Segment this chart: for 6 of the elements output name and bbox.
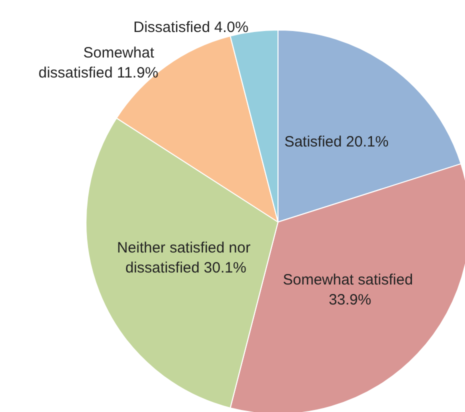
data-label: 33.9%: [328, 291, 372, 308]
slice-label: Satisfied 20.1%: [284, 134, 389, 151]
slice-label: Somewhat satisfied: [282, 271, 418, 288]
slice-label: Somewhat dissatisfied 11.9%: [38, 44, 158, 82]
slice-label: Dissatisfied 4.0%: [133, 19, 248, 36]
slice-label: Neither satisfied nor dissatisfied 30.1%: [117, 240, 255, 277]
